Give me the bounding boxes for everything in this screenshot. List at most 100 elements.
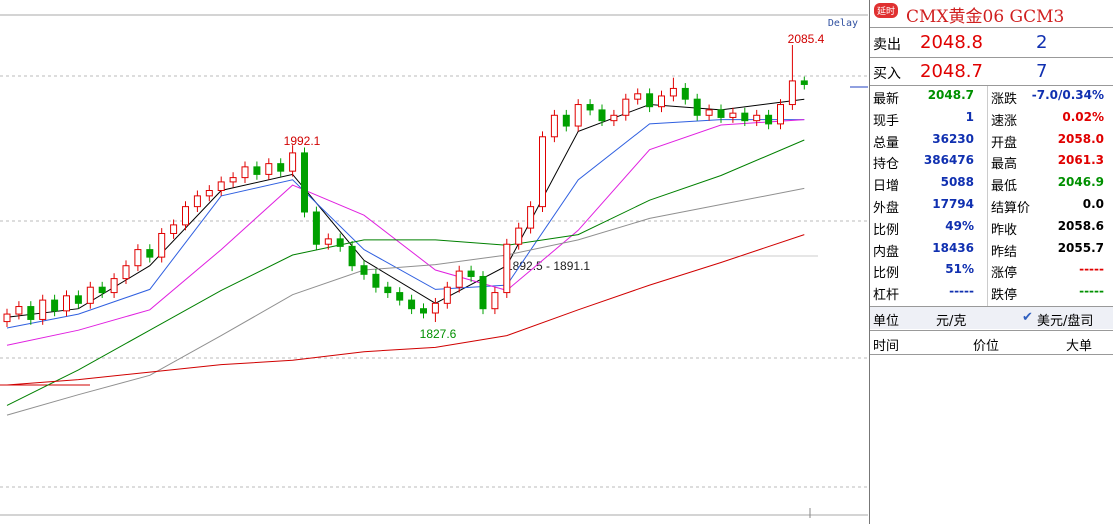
candle-body (503, 243, 511, 294)
sell-volume: 2 (1036, 32, 1048, 53)
annotation: 1992.1 (284, 134, 321, 148)
candle-body (146, 249, 154, 258)
candle-body (396, 292, 404, 301)
label: 现手 (873, 113, 900, 129)
label: 日增 (873, 179, 900, 195)
quote-panel: 延时 CMX黄金06 GCM3 卖出 2048.8 2 买入 2048.7 7 … (869, 0, 1113, 524)
label: 跌停 (991, 288, 1018, 304)
candle-body (336, 238, 344, 247)
check-icon: ✔ (1022, 310, 1033, 325)
value: ----- (1079, 262, 1104, 277)
candle-body (658, 95, 665, 108)
candle-body (217, 181, 225, 192)
candle-body (74, 295, 82, 304)
candle-body (646, 93, 654, 108)
value: 36230 (932, 131, 974, 146)
candle-body (3, 313, 11, 323)
candle-body (51, 299, 59, 312)
label: 持仓 (873, 157, 900, 173)
candle-body (681, 87, 689, 100)
label: 最新 (873, 92, 900, 107)
label: 总量 (873, 135, 900, 151)
candle-body (634, 93, 642, 100)
candle-body (348, 245, 356, 267)
candle-body (431, 302, 439, 314)
value: 49% (945, 218, 974, 233)
candle-body (384, 286, 392, 294)
candle-body (98, 286, 106, 294)
candle-body (705, 109, 713, 116)
candle-body (550, 114, 558, 138)
moving-average (6, 119, 805, 329)
label: 昨收 (991, 222, 1018, 238)
label: 涨停 (991, 266, 1018, 282)
value: 2046.9 (1057, 175, 1104, 190)
label: 昨结 (991, 244, 1018, 260)
candle-body (753, 114, 761, 122)
label: 比例 (873, 266, 900, 282)
buy-price: 2048.7 (920, 61, 983, 82)
value: 1 (965, 109, 974, 124)
annotation: 1827.6 (420, 327, 457, 341)
divider (870, 27, 1113, 28)
divider (870, 330, 1113, 331)
candle-body (693, 98, 701, 116)
value: 2058.6 (1057, 218, 1104, 233)
candle-body (777, 104, 784, 125)
candle-body (598, 109, 606, 122)
badge: 延时 (874, 3, 899, 18)
candle-body (241, 166, 249, 179)
title: CMX黄金06 GCM3 (906, 7, 1065, 27)
candle-body (301, 152, 308, 213)
candle-body (86, 286, 94, 304)
label: 杠杆 (873, 288, 900, 304)
candle-body (312, 211, 320, 245)
column-header: 时间 (873, 339, 900, 354)
unit-bar (870, 307, 1113, 329)
moving-average (6, 187, 805, 416)
candle-body (765, 114, 773, 125)
candle-body (741, 112, 749, 122)
value: 5088 (940, 175, 974, 190)
label: 开盘 (991, 135, 1018, 151)
unit-option[interactable]: 美元/盘司 (1037, 314, 1094, 329)
chart: Delay 2085.4 1992.1 1827.6 1892.5 - 1891… (0, 14, 868, 518)
candle-body (467, 270, 475, 277)
divider (870, 306, 1113, 307)
candle-body (277, 163, 285, 172)
candle-body (527, 206, 535, 229)
divider (870, 354, 1113, 355)
label: 单位 (873, 314, 900, 329)
value: 0.0 (1082, 197, 1104, 211)
divider (870, 85, 1113, 86)
value: ----- (949, 284, 974, 299)
candle-body (27, 306, 35, 320)
candle-body (788, 80, 796, 106)
value: 2058.0 (1057, 131, 1104, 146)
candle-body (39, 299, 47, 320)
label: 卖出 (873, 37, 901, 53)
label: 比例 (873, 222, 900, 238)
candle-body (515, 227, 523, 245)
label: 最低 (991, 179, 1018, 195)
moving-average (6, 98, 805, 318)
candle-body (265, 163, 273, 175)
candle-body (253, 166, 261, 175)
unit-option[interactable]: 元/克 (936, 314, 967, 329)
candle-body (122, 265, 130, 280)
label: 结算价 (991, 201, 1031, 216)
value: 51% (945, 262, 974, 277)
buy-volume: 7 (1036, 61, 1048, 82)
candle-body (193, 195, 201, 208)
candle-body (372, 273, 380, 288)
label: 速涨 (991, 113, 1018, 129)
candle-body (205, 190, 213, 197)
candle-body (491, 292, 499, 310)
value: -7.0/0.34% (1031, 88, 1104, 102)
candle-body (229, 177, 237, 183)
label: 涨跌 (991, 92, 1018, 107)
candle-body (182, 206, 189, 226)
candle-body (455, 270, 463, 288)
candle-body (479, 275, 487, 310)
candle-body (134, 249, 142, 267)
